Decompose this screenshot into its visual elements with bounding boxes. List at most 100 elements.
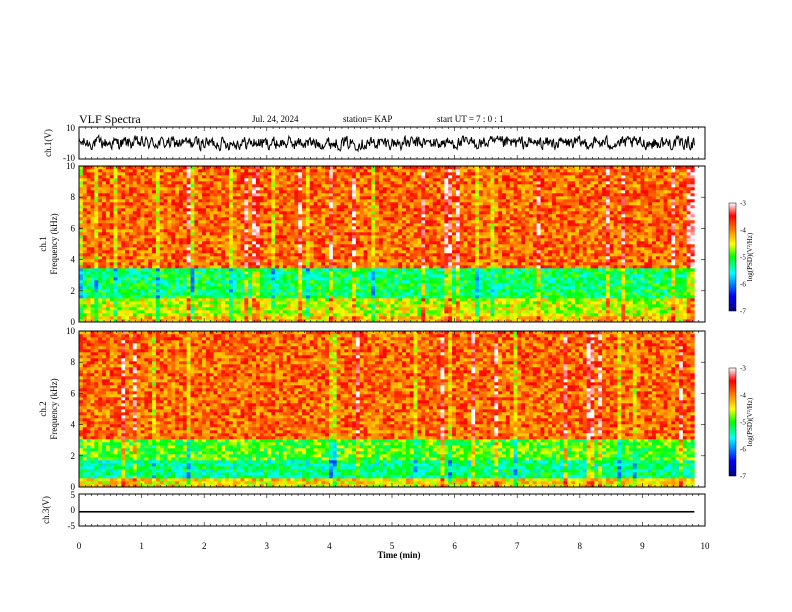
spectrogram-cell bbox=[125, 214, 130, 218]
spectrogram-cell bbox=[113, 277, 118, 281]
spectrogram-cell bbox=[167, 262, 172, 266]
spectrogram-cell bbox=[228, 286, 234, 290]
spectrogram-cell bbox=[371, 229, 376, 233]
spectrogram-cell bbox=[144, 256, 149, 260]
spectrogram-cell bbox=[163, 289, 168, 293]
spectrogram-cell bbox=[159, 256, 164, 260]
spectrogram-cell bbox=[348, 277, 353, 281]
spectrogram-cell bbox=[344, 253, 349, 257]
spectrogram-cell bbox=[167, 196, 172, 200]
spectrogram-cell bbox=[444, 181, 449, 185]
spectrogram-cell bbox=[140, 313, 145, 317]
spectrogram-cell bbox=[402, 199, 407, 203]
spectrogram-cell bbox=[340, 313, 345, 317]
spectrogram-cell bbox=[282, 286, 287, 290]
spectrogram-cell bbox=[167, 190, 172, 194]
spectrogram-cell bbox=[286, 250, 291, 254]
spectrogram-cell bbox=[98, 319, 103, 323]
spectrogram-cell bbox=[352, 229, 357, 233]
spectrogram-cell bbox=[163, 292, 168, 296]
spectrogram-cell bbox=[348, 223, 353, 227]
spectrogram-cell bbox=[148, 193, 153, 197]
spectrogram-cell bbox=[325, 205, 330, 209]
spectrogram-cell bbox=[132, 211, 137, 215]
spectrogram-cell bbox=[171, 229, 176, 233]
spectrogram-cell bbox=[236, 232, 241, 236]
spectrogram-cell bbox=[363, 262, 368, 266]
spectrogram-cell bbox=[86, 304, 91, 308]
spectrogram-cell bbox=[359, 226, 364, 230]
spectrogram-cell bbox=[152, 310, 157, 314]
spectrogram-cell bbox=[171, 316, 176, 320]
spectrogram-cell bbox=[259, 232, 264, 236]
spectrogram-cell bbox=[105, 235, 111, 239]
spectrogram-cell bbox=[321, 238, 326, 242]
spectrogram-cell bbox=[436, 283, 441, 287]
spectrogram-cell bbox=[140, 193, 145, 197]
spectrogram-cell bbox=[194, 271, 199, 275]
spectrogram-cell bbox=[409, 310, 414, 314]
spectrogram-cell bbox=[148, 262, 153, 266]
spectrogram-cell bbox=[367, 172, 372, 176]
spectrogram-cell bbox=[129, 271, 134, 275]
spectrogram-cell bbox=[240, 178, 245, 182]
spectrogram-cell bbox=[413, 244, 418, 248]
spectrogram-cell bbox=[402, 169, 407, 173]
spectrogram-cell bbox=[332, 211, 337, 215]
spectrogram-cell bbox=[190, 271, 195, 275]
spectrogram-cell bbox=[202, 292, 207, 296]
spectrogram-cell bbox=[194, 169, 199, 173]
spectrogram-cell bbox=[225, 211, 230, 215]
spectrogram-cell bbox=[198, 277, 203, 281]
spectrogram-cell bbox=[363, 271, 368, 275]
spectrogram-cell bbox=[171, 247, 176, 251]
spectrogram-cell bbox=[79, 226, 84, 230]
spectrogram-cell bbox=[186, 232, 191, 236]
spectrogram-cell bbox=[167, 283, 172, 287]
spectrogram-cell bbox=[352, 232, 357, 236]
spectrogram-cell bbox=[359, 232, 364, 236]
spectrogram-cell bbox=[302, 235, 307, 239]
spectrogram-cell bbox=[155, 319, 161, 323]
spectrogram-cell bbox=[321, 301, 326, 305]
spectrogram-cell bbox=[367, 223, 372, 227]
spectrogram-cell bbox=[175, 313, 180, 317]
spectrogram-cell bbox=[440, 175, 445, 179]
spectrogram-cell bbox=[102, 286, 107, 290]
spectrogram-cell bbox=[221, 214, 226, 218]
spectrogram-cell bbox=[317, 196, 322, 200]
spectrogram-cell bbox=[409, 262, 414, 266]
spectrogram-cell bbox=[263, 307, 268, 311]
spectrogram-cell bbox=[340, 250, 345, 254]
spectrogram-cell bbox=[175, 262, 180, 266]
spectrogram-cell bbox=[440, 319, 445, 323]
spectrogram-cell bbox=[144, 271, 149, 275]
spectrogram-cell bbox=[228, 181, 234, 185]
spectrogram-cell bbox=[171, 295, 176, 299]
spectrogram-cell bbox=[371, 250, 376, 254]
spectrogram-cell bbox=[425, 268, 430, 272]
spectrogram-cell bbox=[386, 229, 391, 233]
spectrogram-cell bbox=[132, 289, 137, 293]
spectrogram-cell bbox=[94, 211, 99, 215]
spectrogram-cell bbox=[278, 253, 284, 257]
spectrogram-cell bbox=[336, 226, 341, 230]
spectrogram-cell bbox=[386, 274, 391, 278]
spectrogram-cell bbox=[240, 310, 245, 314]
spectrogram-cell bbox=[359, 313, 364, 317]
spectrogram-cell bbox=[198, 307, 203, 311]
spectrogram-cell bbox=[113, 223, 118, 227]
spectrogram-cell bbox=[402, 244, 407, 248]
spectrogram-cell bbox=[252, 199, 257, 203]
spectrogram-cell bbox=[402, 166, 407, 170]
spectrogram-cell bbox=[163, 280, 168, 284]
spectrogram-cell bbox=[79, 250, 84, 254]
spectrogram-cell bbox=[367, 271, 372, 275]
spectrogram-cell bbox=[317, 229, 322, 233]
spectrogram-cell bbox=[286, 169, 291, 173]
spectrogram-cell bbox=[371, 220, 376, 224]
spectrogram-cell bbox=[436, 244, 441, 248]
spectrogram-cell bbox=[336, 280, 341, 284]
spectrogram-cell bbox=[209, 229, 214, 233]
spectrogram-cell bbox=[136, 244, 141, 248]
